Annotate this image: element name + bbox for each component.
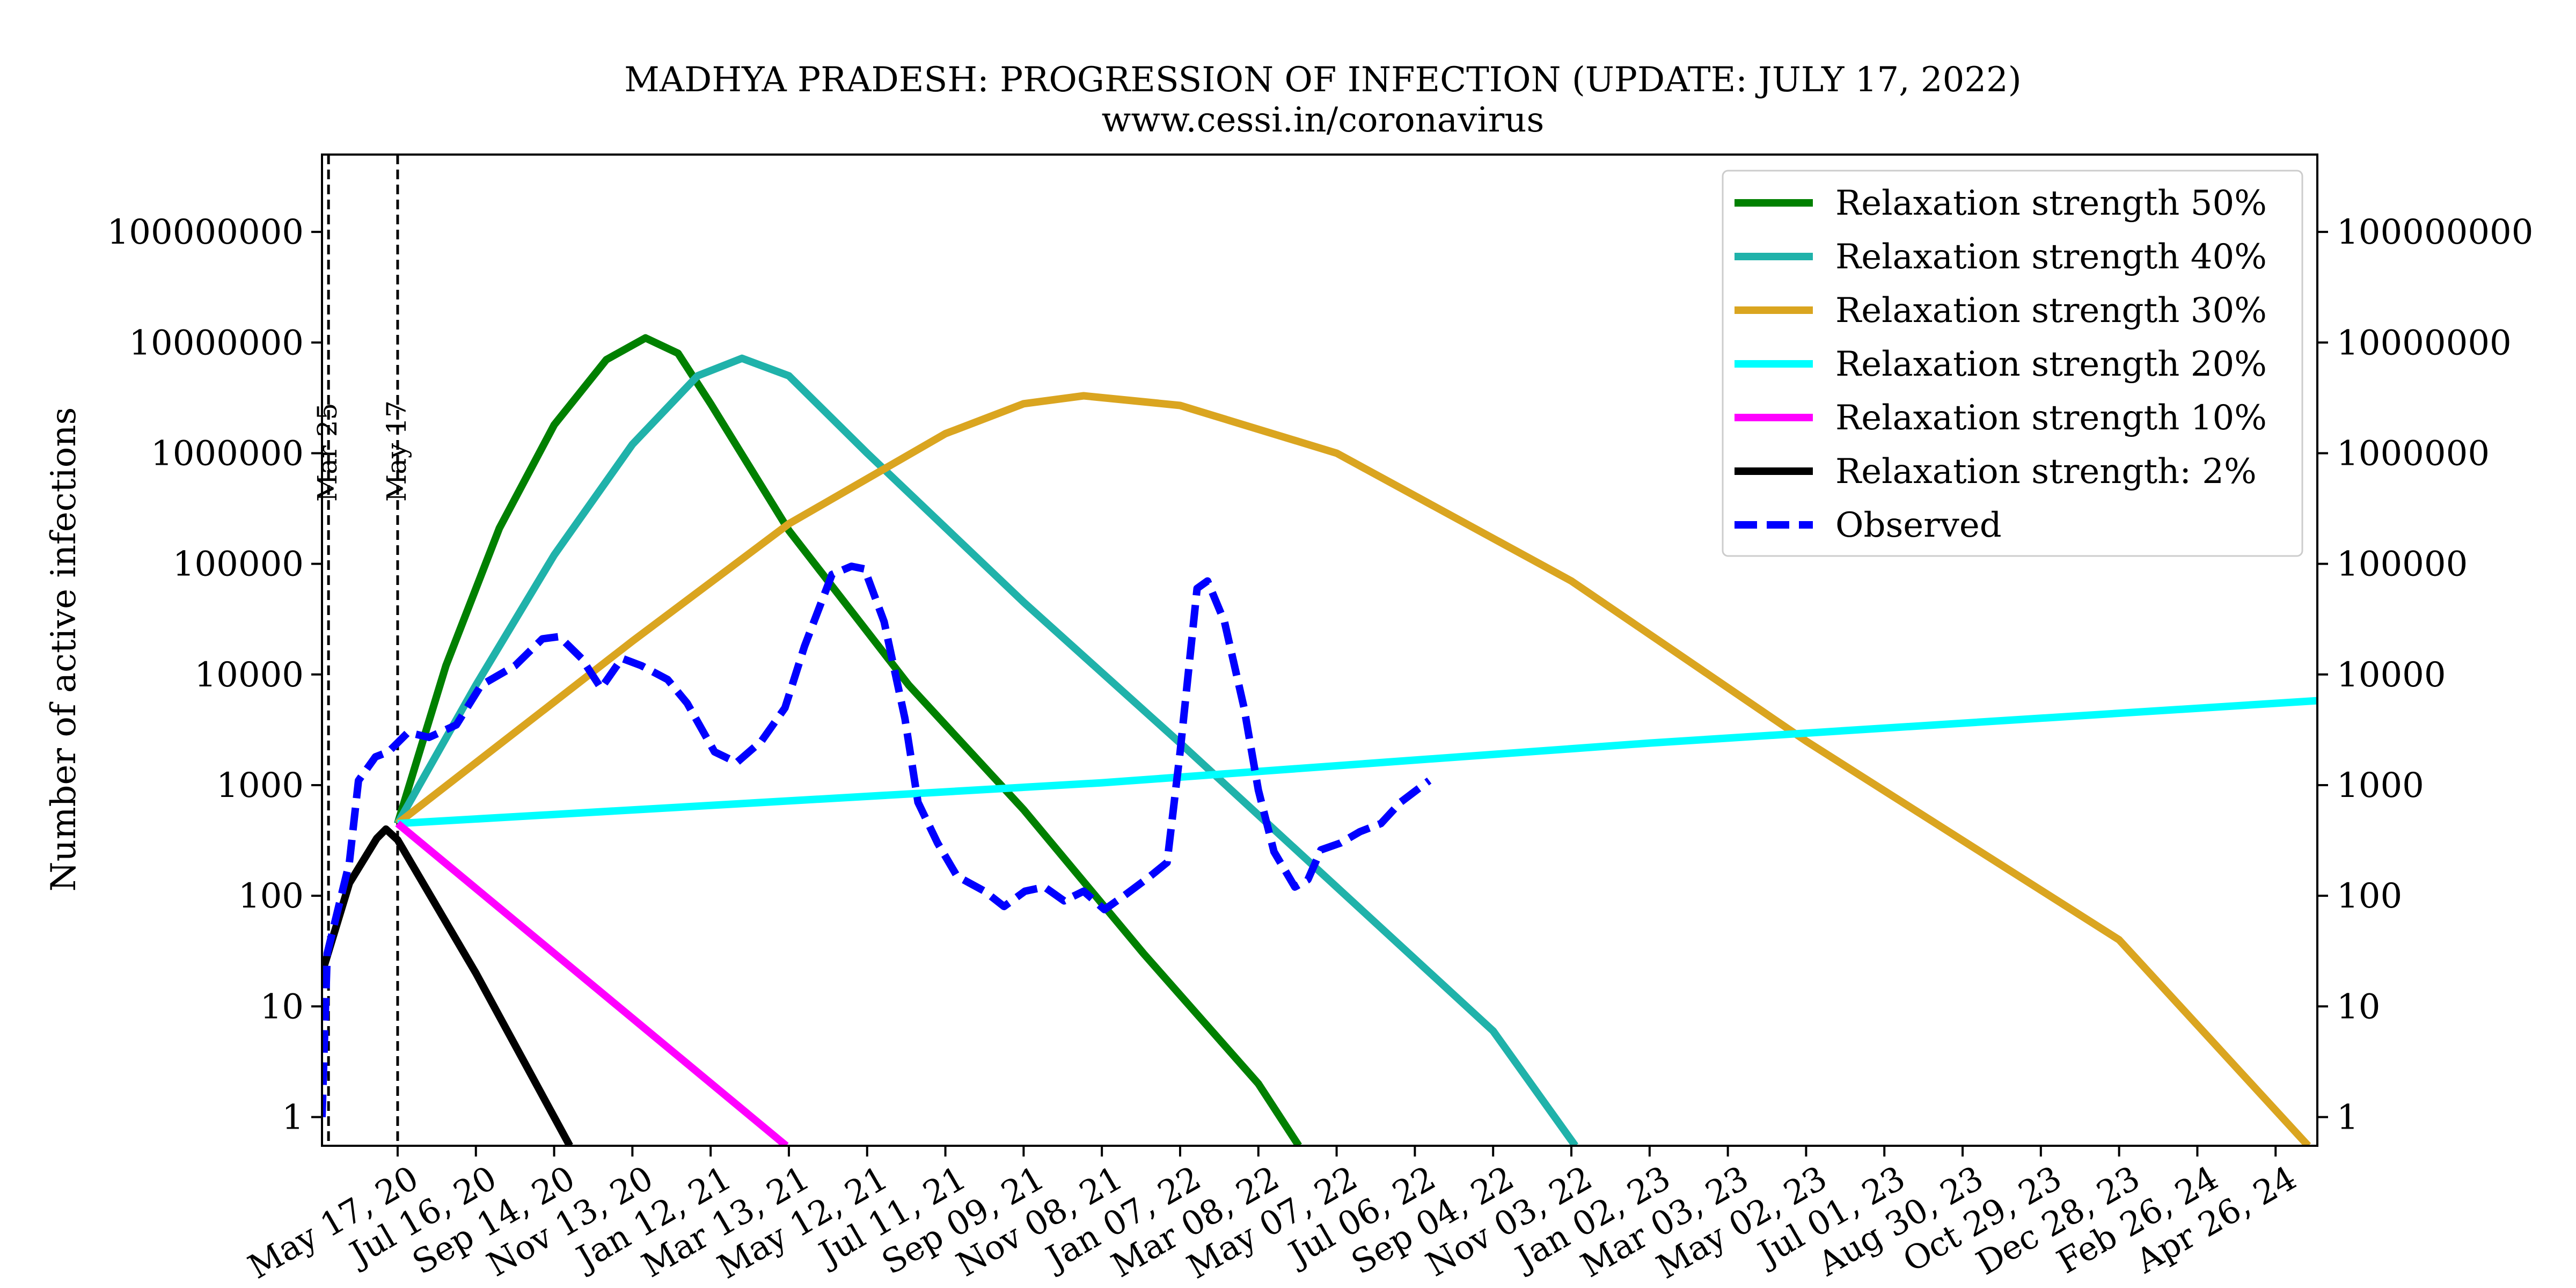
chart-subtitle: www.cessi.in/coronavirus — [1102, 100, 1545, 140]
legend-label-5: Relaxation strength: 2% — [1835, 452, 2257, 492]
y-tick-label-right-7: 10000000 — [2337, 323, 2512, 363]
y-tick-label-left-5: 100000 — [173, 545, 304, 584]
y-tick-label-right-3: 1000 — [2337, 766, 2424, 806]
series-layer — [322, 334, 2317, 1146]
y-axis-left: 1 10 100 1000 10000 100000 1000000 10000000 1000… — [107, 213, 322, 1137]
y-tick-label-right-6: 1000000 — [2337, 434, 2490, 473]
legend-label-2: Relaxation strength 30% — [1835, 291, 2267, 331]
series-line-6 — [322, 562, 1432, 1117]
y-tick-label-left-8: 100000000 — [107, 213, 304, 252]
y-axis-label: Number of active infections — [44, 407, 84, 892]
series-line-3 — [397, 697, 2317, 828]
series-line-4 — [395, 821, 789, 1146]
y-tick-label-right-1: 10 — [2337, 987, 2380, 1027]
legend-label-4: Relaxation strength 10% — [1835, 398, 2267, 438]
legend-box — [1722, 170, 2303, 557]
reference-line-label-1: May 17 — [381, 400, 412, 502]
y-tick-label-left-0: 1 — [282, 1097, 304, 1137]
y-tick-label-left-6: 1000000 — [151, 434, 304, 473]
y-tick-label-right-4: 10000 — [2337, 655, 2446, 695]
y-axis-right: 1 10 100 1000 10000 100000 1000000 10000000 1000… — [2317, 213, 2533, 1137]
plot-frame — [321, 153, 2318, 1147]
legend-label-6: Observed — [1835, 506, 2002, 545]
legend: Relaxation strength 50% Relaxation streng… — [1722, 170, 2303, 557]
legend-label-1: Relaxation strength 40% — [1835, 237, 2267, 277]
y-tick-label-left-4: 10000 — [194, 655, 304, 695]
series-line-2 — [395, 392, 2311, 1146]
series-line-5 — [322, 825, 573, 1146]
y-tick-label-right-2: 100 — [2337, 876, 2402, 916]
series-line-1 — [394, 354, 1578, 1146]
chart-title: MADHYA PRADESH: PROGRESSION OF INFECTION… — [624, 60, 2021, 100]
legend-label-3: Relaxation strength 20% — [1835, 345, 2267, 384]
legend-label-0: Relaxation strength 50% — [1835, 184, 2267, 223]
y-tick-label-right-5: 100000 — [2337, 545, 2468, 584]
y-tick-label-right-0: 1 — [2337, 1097, 2359, 1137]
y-tick-label-right-8: 100000000 — [2337, 213, 2533, 252]
y-tick-label-left-3: 1000 — [216, 766, 304, 806]
y-tick-label-left-7: 10000000 — [129, 323, 304, 363]
y-tick-label-left-1: 10 — [260, 987, 304, 1027]
reference-lines: Mar 25 May 17 — [312, 155, 412, 1146]
y-tick-label-left-2: 100 — [238, 876, 304, 916]
